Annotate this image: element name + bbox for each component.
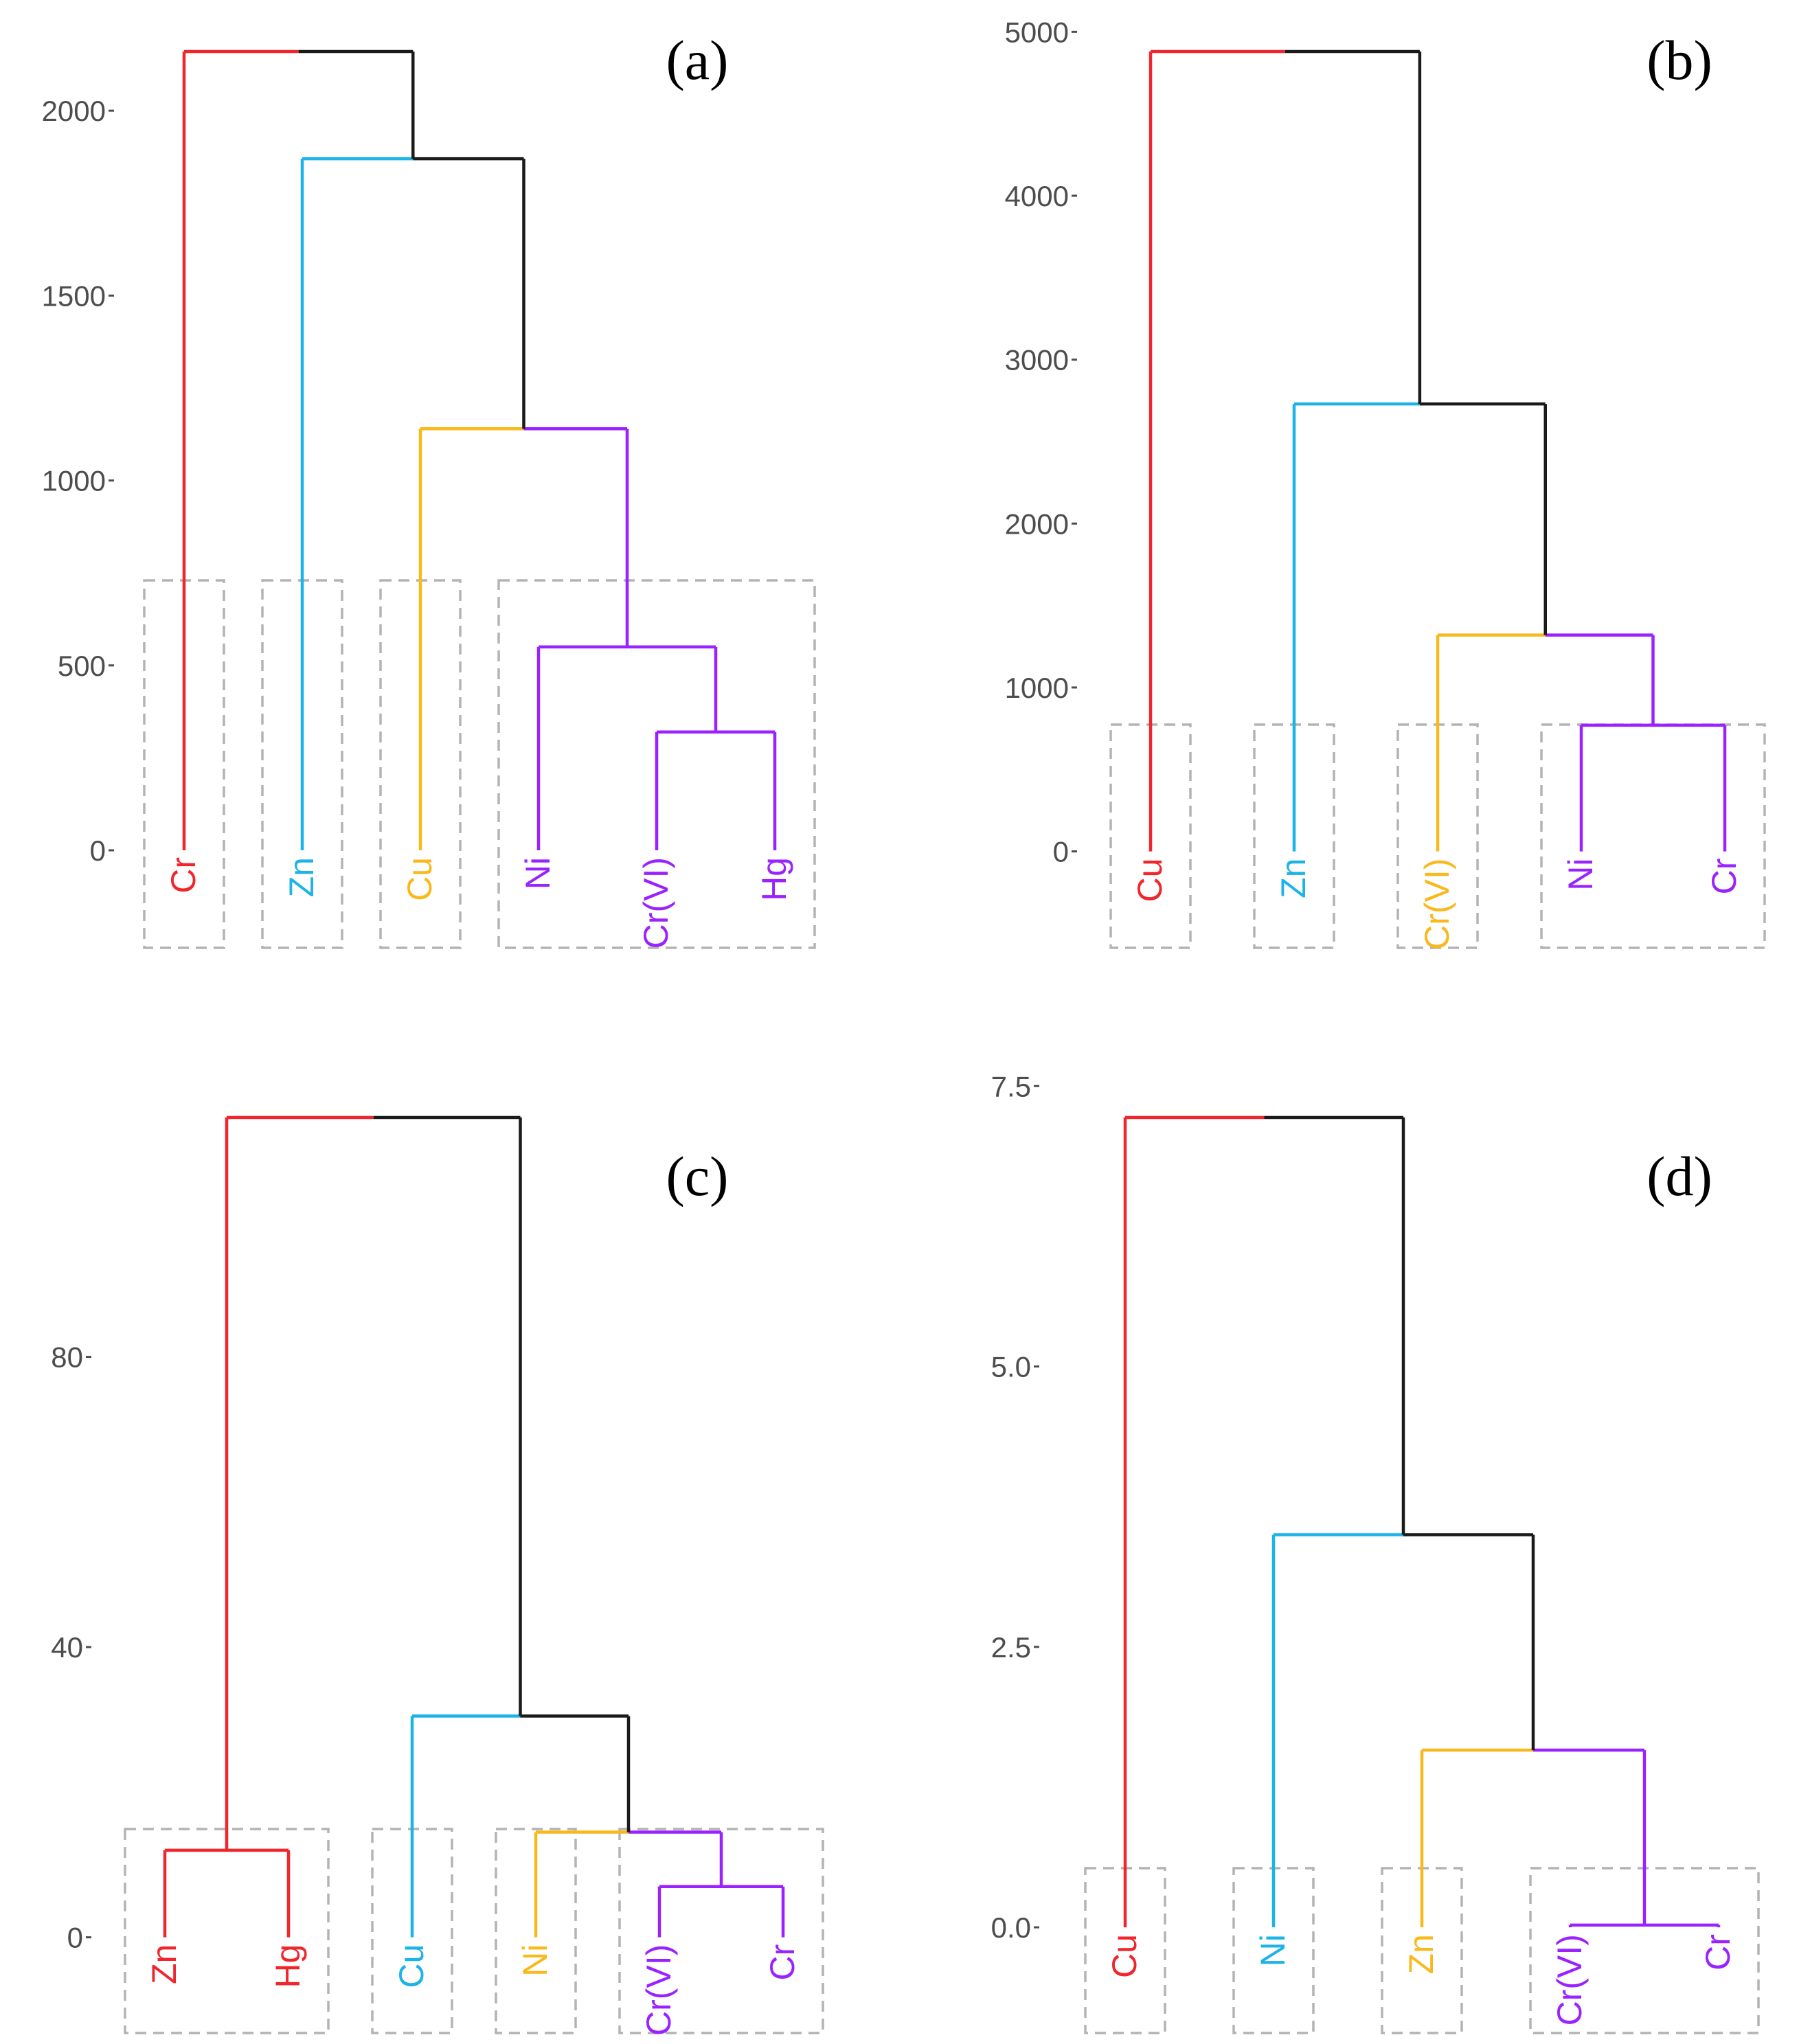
cluster-box: [495, 1828, 577, 2034]
y-tick-label: 5.0: [991, 1351, 1031, 1383]
leaf-label-cr: Cr: [1699, 1934, 1737, 1971]
leaf-label-cr-vi: Cr(VI): [640, 1944, 678, 2036]
leaf-label-cu: Cu: [400, 857, 439, 901]
leaf-label-cu: Cu: [1105, 1934, 1144, 1978]
leaf-label-ni: Ni: [516, 1944, 554, 1977]
y-tick-label: 40: [51, 1631, 83, 1663]
leaf-label-ni: Ni: [519, 857, 557, 889]
y-tick-label: 500: [58, 650, 106, 682]
panel-label: (c): [666, 1145, 728, 1207]
y-tick-label: 3000: [1005, 344, 1069, 376]
leaf-label-cr-vi: Cr(VI): [1418, 859, 1456, 950]
leaf-label-cr-vi: Cr(VI): [1550, 1934, 1589, 2025]
leaf-label-cu: Cu: [1131, 859, 1169, 902]
y-tick-label: 80: [51, 1341, 83, 1374]
cluster-box: [124, 1828, 330, 2034]
leaf-label-cr-vi: Cr(VI): [637, 857, 675, 949]
cluster-box: [618, 1828, 824, 2034]
leaf-label-zn: Zn: [1402, 1934, 1440, 1974]
leaf-label-hg: Hg: [269, 1944, 307, 1988]
leaf-label-cr: Cr: [763, 1944, 802, 1981]
dendrogram-panel-d: 0.0 2.5 5.0 7.5 (d) Cu Ni Zn Cr(VI) Cr: [991, 1070, 1760, 2034]
leaf-label-zn: Zn: [145, 1944, 183, 1984]
leaf-label-cr: Cr: [1705, 859, 1743, 895]
dendrogram-panel-a: 0 500 1000 1500 2000 (a) Cr Zn Cu Ni Cr(VI) Hg: [42, 29, 816, 949]
y-tick-label: 2000: [1005, 508, 1069, 540]
panel-label: (a): [666, 29, 728, 91]
cluster-box: [1540, 723, 1766, 949]
dendrogram-panel-c: 0 40 80 (c) Zn Hg Cu Ni Cr(VI) Cr: [51, 1115, 824, 2036]
dendrogram-panel-b: 0 1000 2000 3000 4000 5000 (b) Cu Zn Cr(VI) Ni Cr: [1005, 16, 1766, 950]
leaf-label-zn: Zn: [1274, 859, 1313, 898]
y-tick-label: 0: [90, 834, 106, 867]
y-tick-label: 2.5: [991, 1631, 1031, 1663]
y-tick-label: 0: [1053, 836, 1069, 868]
y-tick-label: 0.0: [991, 1911, 1031, 1944]
y-tick-label: 7.5: [991, 1070, 1031, 1102]
panel-label: (d): [1647, 1145, 1712, 1207]
y-tick-label: 0: [67, 1922, 83, 1954]
cluster-box: [497, 579, 816, 949]
leaf-label-zn: Zn: [282, 857, 321, 897]
leaf-label-ni: Ni: [1561, 859, 1600, 891]
leaf-label-cu: Cu: [392, 1944, 431, 1988]
leaf-label-ni: Ni: [1254, 1934, 1292, 1966]
y-tick-label: 1000: [1005, 672, 1069, 704]
y-tick-label: 1000: [42, 465, 106, 497]
leaf-label-cr: Cr: [164, 857, 203, 894]
leaf-label-hg: Hg: [755, 857, 793, 901]
y-tick-label: 5000: [1005, 16, 1069, 48]
y-tick-label: 2000: [42, 95, 106, 127]
panel-label: (b): [1647, 29, 1712, 91]
y-tick-label: 1500: [42, 280, 106, 312]
y-tick-label: 4000: [1005, 180, 1069, 212]
